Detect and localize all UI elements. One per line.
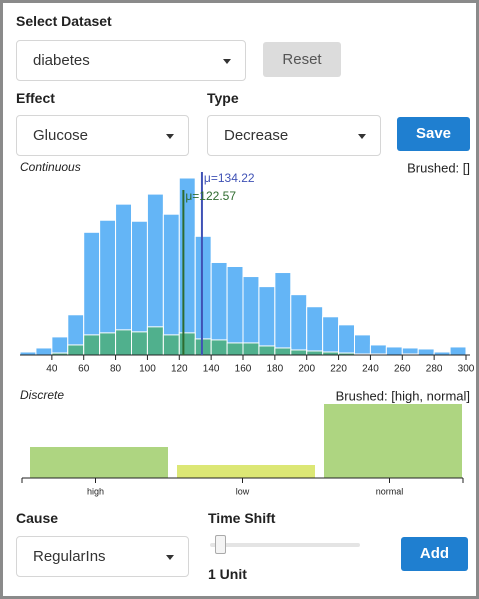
x-tick-label: 260 (394, 364, 411, 375)
x-tick-label: 240 (362, 364, 379, 375)
type-value: Decrease (224, 127, 289, 144)
cause-value: RegularIns (33, 548, 106, 565)
x-tick-label: 300 (458, 364, 475, 375)
histogram-bar (210, 339, 228, 356)
slider-thumb[interactable] (215, 535, 226, 554)
x-tick-label: 280 (426, 364, 443, 375)
histogram-bar (226, 266, 244, 356)
histogram-bar (194, 338, 212, 356)
x-tick-label: 120 (171, 364, 188, 375)
x-tick-label: 180 (267, 364, 284, 375)
effect-value: Glucose (33, 127, 89, 144)
histogram-bar (290, 294, 308, 356)
reset-button[interactable]: Reset (263, 42, 341, 77)
dropdown-arrow (358, 134, 366, 139)
x-tick-label: low (236, 486, 250, 496)
x-tick-label: 140 (203, 364, 220, 375)
histogram-bar (274, 272, 292, 356)
chart-title: Discrete (20, 388, 64, 402)
histogram-bar (417, 348, 435, 356)
histogram-bar (67, 344, 85, 356)
x-tick-label: 60 (78, 364, 90, 375)
x-tick-label: high (87, 486, 104, 496)
histogram-bar (338, 324, 356, 356)
histogram-bar (306, 306, 324, 356)
x-tick-label: 200 (298, 364, 315, 375)
histogram-bar (354, 334, 371, 356)
dropdown-arrow (223, 59, 231, 64)
time-shift-label: Time Shift (208, 510, 276, 526)
histogram-bar (115, 329, 132, 356)
histogram-bar (258, 345, 276, 356)
histogram-bar (146, 326, 164, 356)
histogram-bar (178, 177, 196, 356)
histogram-bar (178, 332, 196, 356)
brushed-label: Brushed: [] (407, 160, 470, 175)
histogram-bar (290, 349, 308, 356)
histogram-bar (194, 235, 212, 356)
dropdown-arrow (166, 134, 174, 139)
add-button[interactable]: Add (401, 537, 468, 571)
histogram-bar (449, 346, 467, 356)
histogram-bar (385, 346, 403, 356)
mean-label: μ=122.57 (185, 189, 236, 203)
x-tick-label: 160 (235, 364, 252, 375)
brushed-label: Brushed: [high, normal] (336, 388, 470, 403)
x-tick-label: 40 (46, 364, 58, 375)
histogram-bar (226, 342, 244, 356)
chart-title: Continuous (20, 160, 81, 174)
mean-label: μ=134.22 (204, 171, 255, 185)
histogram-bar (369, 344, 387, 356)
bar (324, 404, 462, 478)
bar (30, 447, 168, 478)
type-select[interactable]: Decrease (207, 115, 381, 156)
histogram-bar (242, 342, 260, 356)
histogram-bar (162, 334, 180, 356)
histogram-bar (99, 332, 117, 356)
histogram-bar (274, 347, 292, 356)
histogram-bar (258, 286, 276, 356)
slider-track (210, 543, 360, 547)
save-button[interactable]: Save (397, 117, 470, 151)
cause-label: Cause (16, 510, 59, 526)
time-shift-value: 1 Unit (208, 566, 247, 582)
histogram-bar (322, 316, 340, 356)
x-tick-label: 80 (110, 364, 122, 375)
x-tick-label: normal (376, 486, 404, 496)
effect-select[interactable]: Glucose (16, 115, 189, 156)
histogram-bar (83, 334, 101, 356)
dataset-value: diabetes (33, 52, 90, 69)
histogram-bar (35, 347, 53, 356)
histogram-bar (162, 213, 180, 356)
bar (177, 465, 315, 478)
dropdown-arrow (166, 555, 174, 560)
histogram-bar (306, 350, 324, 356)
dataset-select[interactable]: diabetes (16, 40, 246, 81)
x-tick-label: 100 (139, 364, 156, 375)
type-label: Type (207, 90, 239, 106)
histogram-bar (51, 336, 69, 356)
x-tick-label: 220 (330, 364, 347, 375)
histogram-bar (131, 331, 148, 356)
effect-label: Effect (16, 90, 55, 106)
cause-select[interactable]: RegularIns (16, 536, 189, 577)
dataset-label: Select Dataset (16, 13, 112, 29)
